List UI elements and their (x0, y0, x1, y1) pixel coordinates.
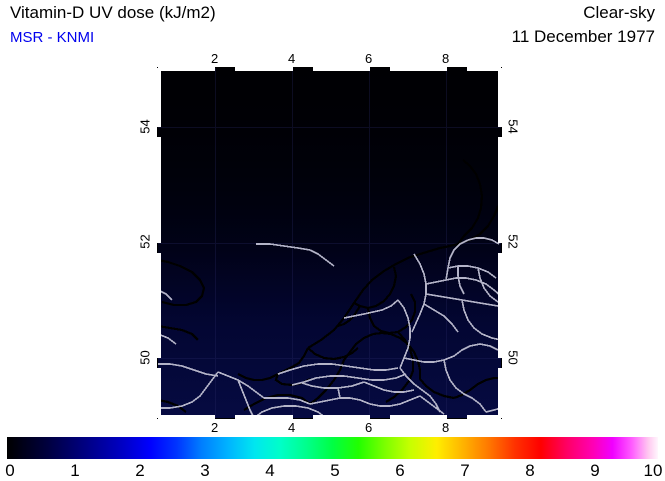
y-tick-label-right-52: 52 (505, 234, 521, 249)
coastlines (158, 159, 501, 413)
bottom-axis-ticks (158, 415, 501, 419)
x-tick-label-bottom-2: 2 (211, 420, 219, 435)
y-tick-label-left-52: 52 (137, 234, 153, 249)
country-and-river-borders (158, 237, 501, 418)
data-source-label: MSR - KNMI (10, 29, 95, 46)
right-axis-ticks (498, 68, 502, 418)
y-tick-label-left-54: 54 (137, 119, 153, 134)
x-tick-label-bottom-6: 6 (365, 420, 373, 435)
page-title: Vitamin-D UV dose (kJ/m2) (10, 3, 216, 22)
map-canvas (158, 68, 501, 418)
colorbar-tick-6: 6 (395, 461, 405, 480)
colorbar-tick-0: 0 (5, 461, 15, 480)
colorbar-tick-9: 9 (590, 461, 600, 480)
x-tick-label-bottom-4: 4 (288, 420, 296, 435)
colorbar-tick-3: 3 (200, 461, 210, 480)
colorbar-tick-8: 8 (525, 461, 535, 480)
y-tick-label-right-54: 54 (505, 119, 521, 134)
colorbar-tick-7: 7 (460, 461, 470, 480)
geography-overlay (158, 68, 501, 418)
colorbar (7, 437, 658, 459)
top-axis-ticks (158, 67, 501, 71)
x-tick-label-top-6: 6 (365, 51, 373, 66)
x-tick-label-top-8: 8 (442, 51, 450, 66)
map-plot-area (157, 67, 502, 419)
x-tick-label-top-4: 4 (288, 51, 296, 66)
y-tick-label-right-50: 50 (505, 350, 521, 365)
colorbar-tick-2: 2 (135, 461, 145, 480)
sky-condition-label: Clear-sky (583, 3, 655, 22)
colorbar-tick-1: 1 (70, 461, 80, 480)
x-tick-label-top-2: 2 (211, 51, 219, 66)
colorbar-tick-5: 5 (330, 461, 340, 480)
colorbar-tick-10: 10 (643, 461, 663, 480)
x-tick-label-bottom-8: 8 (442, 420, 450, 435)
left-axis-ticks (157, 68, 161, 418)
date-label: 11 December 1977 (511, 27, 655, 46)
y-tick-label-left-50: 50 (137, 350, 153, 365)
colorbar-tick-4: 4 (265, 461, 275, 480)
